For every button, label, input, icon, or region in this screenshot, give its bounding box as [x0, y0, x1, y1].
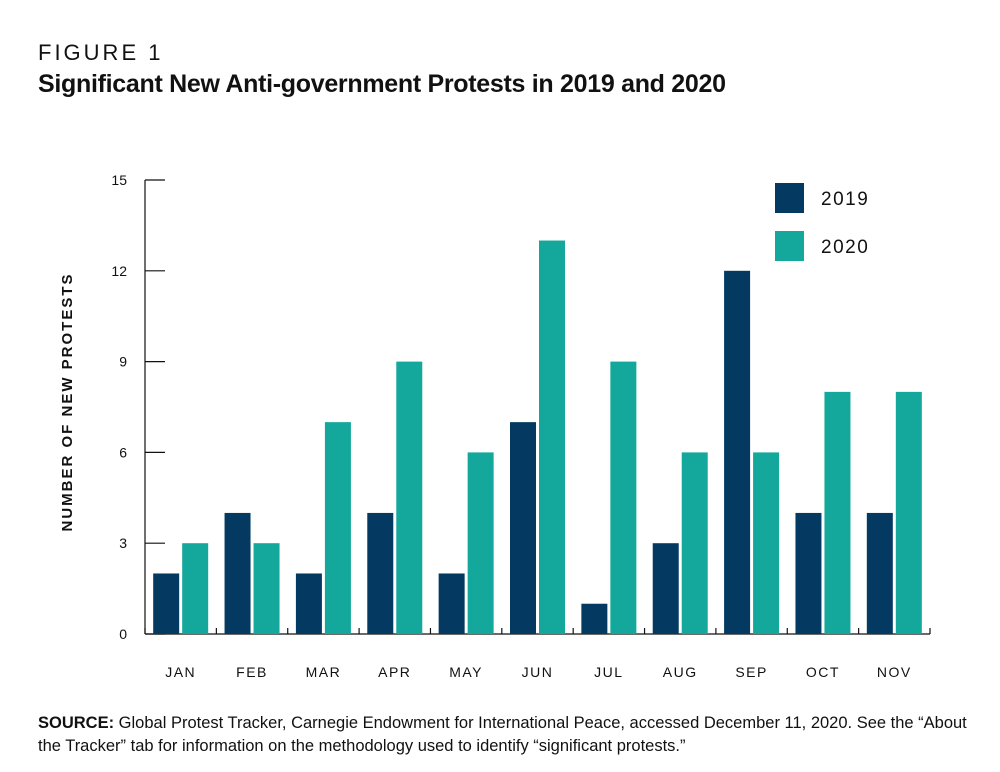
x-tick-label: FEB — [236, 664, 268, 680]
y-tick-label: 15 — [111, 172, 127, 188]
bar-2020-may — [467, 452, 494, 634]
legend: 2019 2020 — [775, 183, 869, 261]
y-tick-label: 3 — [119, 535, 127, 551]
bar-2020-feb — [253, 543, 280, 634]
bar-2020-nov — [895, 391, 922, 634]
x-tick-label: AUG — [663, 664, 698, 680]
y-axis: 0 3 6 9 12 15 — [111, 172, 165, 642]
y-tick-label: 12 — [111, 263, 127, 279]
legend-swatch — [775, 183, 804, 213]
legend-label: 2020 — [821, 237, 869, 258]
y-axis-label: NUMBER OF NEW PROTESTS — [59, 272, 76, 531]
y-tick-label: 9 — [119, 354, 127, 370]
bar-2019-jun — [510, 422, 536, 634]
source-text: Global Protest Tracker, Carnegie Endowme… — [38, 714, 967, 755]
x-tick-label: JAN — [165, 664, 196, 680]
bar-2019-mar — [295, 573, 322, 634]
bar-2019-nov — [866, 512, 893, 634]
bar-2019-jul — [581, 603, 608, 634]
x-tick-label: OCT — [806, 664, 840, 680]
source-label: SOURCE: — [38, 714, 115, 732]
legend-swatch — [775, 231, 804, 261]
bar-2019-feb — [224, 512, 251, 634]
source-note: SOURCE: Global Protest Tracker, Carnegie… — [38, 712, 968, 758]
x-tick-label: JUN — [522, 664, 554, 680]
bar-2019-oct — [795, 512, 822, 634]
y-tick-label: 6 — [119, 444, 127, 460]
bar-2019-jan — [153, 573, 180, 634]
legend-label: 2019 — [821, 189, 869, 210]
bar-2019-apr — [367, 512, 394, 634]
x-tick-label: SEP — [735, 664, 768, 680]
x-axis: JAN FEB MAR APR MAY JUN JUL AUG SEP OCT NOV — [144, 628, 931, 680]
bar-2019-may — [438, 573, 465, 634]
y-tick-label: 0 — [119, 626, 127, 642]
bar-2019-aug — [652, 543, 679, 634]
bar-2019-sep — [724, 270, 751, 634]
bar-2020-mar — [324, 422, 351, 634]
x-tick-label: MAY — [449, 664, 483, 680]
figure-label: FIGURE 1 — [38, 40, 164, 65]
x-tick-label: NOV — [877, 664, 912, 680]
x-tick-label: MAR — [306, 664, 342, 680]
bar-2020-oct — [824, 391, 851, 634]
x-tick-label: JUL — [594, 664, 623, 680]
bar-2020-aug — [681, 452, 708, 634]
bar-2020-sep — [753, 452, 780, 634]
bar-2020-jun — [539, 240, 565, 635]
chart-title: Significant New Anti-government Protests… — [38, 70, 726, 98]
bar-2020-apr — [396, 361, 423, 634]
bars — [153, 240, 922, 635]
bar-2020-jan — [182, 543, 209, 634]
x-tick-label: APR — [378, 664, 411, 680]
bar-2020-jul — [610, 361, 637, 634]
